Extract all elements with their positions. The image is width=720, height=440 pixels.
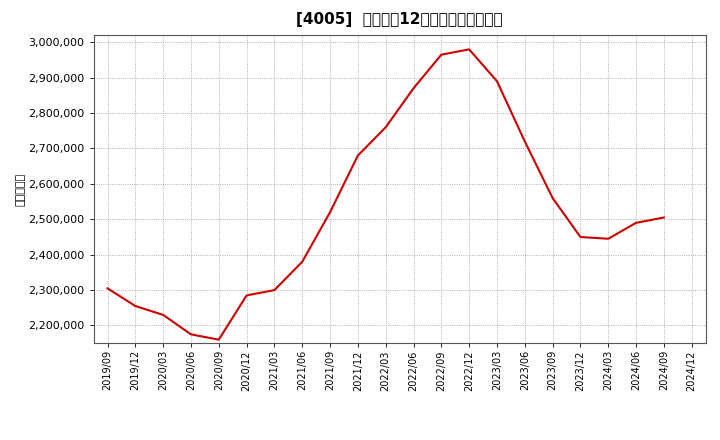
Y-axis label: （百万円）: （百万円） [16, 172, 25, 206]
Title: [4005]  売上高の12か月移動合計の推移: [4005] 売上高の12か月移動合計の推移 [297, 12, 503, 27]
